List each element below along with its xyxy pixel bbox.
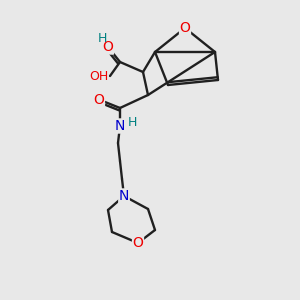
Text: OH: OH (89, 70, 108, 83)
Text: N: N (119, 189, 129, 203)
Text: O: O (180, 21, 190, 35)
Text: O: O (94, 93, 104, 107)
Text: O: O (103, 40, 113, 54)
Text: H: H (97, 32, 107, 44)
Text: N: N (115, 119, 125, 133)
Text: H: H (127, 116, 137, 130)
Text: O: O (133, 236, 143, 250)
